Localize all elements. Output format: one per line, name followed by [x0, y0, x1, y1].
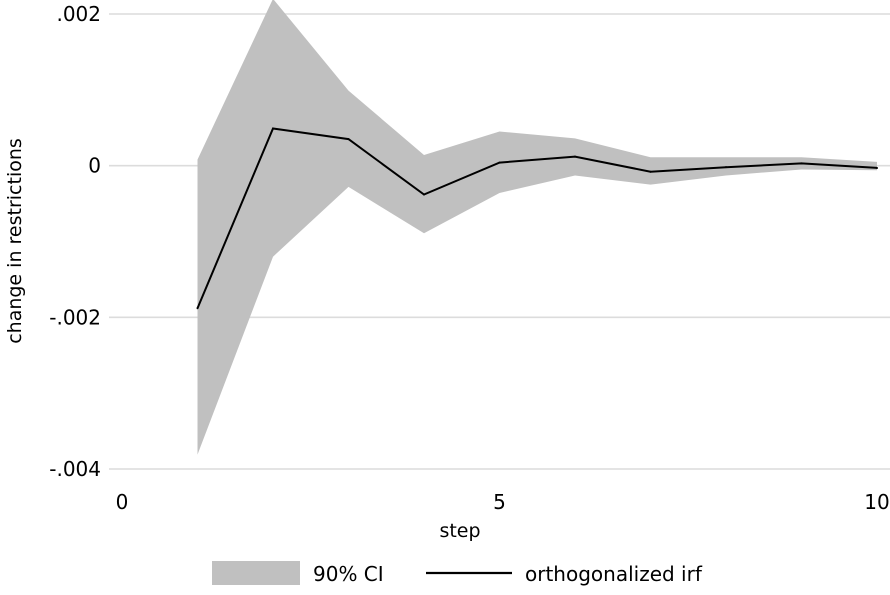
legend: 90% CI orthogonalized irf — [212, 561, 703, 586]
x-axis-title: step — [439, 520, 480, 542]
irf-point — [800, 162, 803, 165]
x-tick-labels: 0 5 10 — [116, 490, 890, 514]
legend-irf-label: orthogonalized irf — [525, 562, 703, 586]
x-tick-label: 5 — [493, 490, 506, 514]
irf-point — [347, 138, 350, 141]
irf-point — [423, 193, 425, 196]
y-tick-label: .002 — [56, 2, 101, 26]
irf-line — [196, 127, 878, 309]
y-tick-label: 0 — [88, 154, 101, 178]
irf-point — [876, 166, 878, 169]
y-axis-title: change in restrictions — [4, 138, 26, 344]
irf-point — [725, 166, 727, 169]
legend-ci-label: 90% CI — [313, 562, 384, 586]
x-tick-label: 10 — [864, 490, 889, 514]
irf-line-layer — [196, 127, 878, 310]
irf-point — [574, 155, 576, 158]
y-tick-label: -.002 — [49, 305, 101, 329]
x-tick-label: 0 — [116, 490, 129, 514]
irf-point — [498, 161, 501, 164]
ci-band-layer — [197, 0, 877, 455]
y-tick-labels: .002 0 -.002 -.004 — [49, 2, 101, 481]
y-tick-label: -.004 — [49, 457, 101, 481]
irf-point — [649, 170, 652, 173]
legend-ci-swatch — [212, 561, 300, 585]
irf-point — [196, 307, 199, 310]
irf-point — [272, 127, 274, 130]
ci-band — [197, 0, 877, 455]
